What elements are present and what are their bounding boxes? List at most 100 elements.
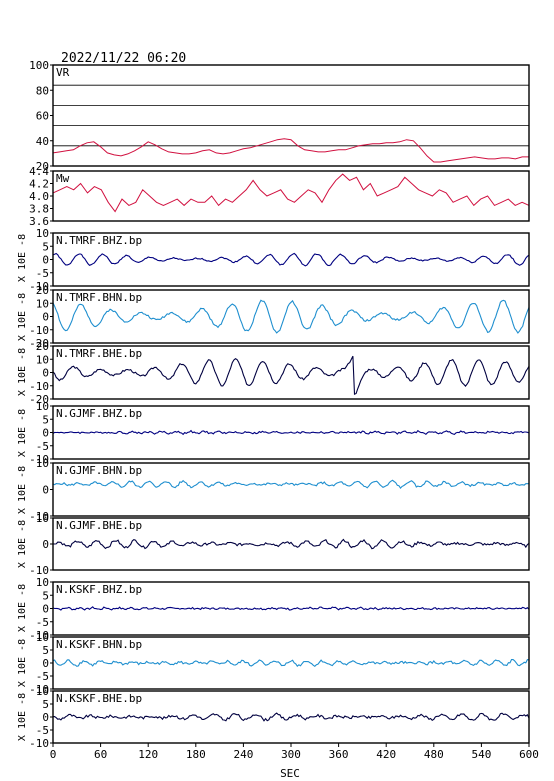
panel-label: N.TMRF.BHE.bp bbox=[56, 347, 142, 360]
series-line bbox=[52, 299, 530, 334]
series-line bbox=[52, 606, 530, 611]
y-tick-label: 3.6 bbox=[29, 215, 49, 228]
y-tick-label: -5 bbox=[36, 440, 49, 453]
series-line bbox=[52, 538, 530, 550]
ylabel-9: X 10E -8 bbox=[17, 693, 28, 741]
y-tick-label: 4.2 bbox=[29, 178, 49, 191]
y-tick-label: 0 bbox=[42, 657, 49, 670]
y-tick-label: 5 bbox=[42, 589, 49, 602]
panel-label: Mw bbox=[56, 172, 70, 185]
y-tick-label: -10 bbox=[29, 324, 49, 337]
x-tick-label: 300 bbox=[281, 748, 301, 761]
panel-label: N.TMRF.BHN.bp bbox=[56, 291, 142, 304]
y-tick-label: 20 bbox=[36, 340, 49, 353]
panel-label: N.GJMF.BHE.bp bbox=[56, 519, 142, 532]
panel-frame bbox=[52, 289, 530, 344]
panel-label: N.TMRF.BHZ.bp bbox=[56, 234, 142, 247]
x-tick-label: 0 bbox=[50, 748, 57, 761]
y-tick-label: 60 bbox=[36, 110, 49, 123]
y-tick-label: 0 bbox=[42, 367, 49, 380]
panel-frame bbox=[52, 232, 530, 287]
panel-label: N.KSKF.BHE.bp bbox=[56, 692, 142, 705]
ylabel-3: X 10E -8 bbox=[17, 348, 28, 396]
y-tick-label: 20 bbox=[36, 284, 49, 297]
ylabel-7: X 10E -8 bbox=[17, 584, 28, 632]
x-tick-label: 240 bbox=[233, 748, 253, 761]
panel-1: 4.44.24.03.83.6 Mw bbox=[29, 165, 530, 228]
panel-0: 100 80 60 40 20 VR bbox=[29, 59, 530, 173]
x-axis-label: SEC bbox=[280, 767, 300, 780]
y-tick-label: 10 bbox=[36, 576, 49, 589]
y-tick-label: 40 bbox=[36, 135, 49, 148]
series-line bbox=[52, 658, 530, 668]
y-tick-label: 10 bbox=[36, 297, 49, 310]
y-tick-label: 5 bbox=[42, 698, 49, 711]
panel-frame bbox=[52, 462, 530, 517]
y-tick-label: 0 bbox=[42, 538, 49, 551]
y-tick-label: -5 bbox=[36, 616, 49, 629]
y-tick-label: 10 bbox=[36, 227, 49, 240]
ylabel-2: X 10E -8 bbox=[17, 293, 28, 341]
series-line bbox=[52, 355, 530, 396]
y-tick-label: 5 bbox=[42, 413, 49, 426]
panel-6: 10 0 -10 N.GJMF.BHN.bp bbox=[29, 457, 530, 523]
series-line bbox=[52, 712, 530, 722]
series-line bbox=[52, 138, 529, 163]
panel-frame bbox=[52, 64, 530, 167]
ylabel-8: X 10E -8 bbox=[17, 639, 28, 687]
y-tick-label: 20 bbox=[36, 160, 49, 173]
panel-label: N.GJMF.BHZ.bp bbox=[56, 407, 142, 420]
panel-label: N.KSKF.BHZ.bp bbox=[56, 583, 142, 596]
y-tick-label: 3.8 bbox=[29, 203, 49, 216]
panel-frame bbox=[52, 345, 530, 400]
series-line bbox=[52, 479, 529, 489]
y-tick-label: -5 bbox=[36, 724, 49, 737]
y-tick-label: 5 bbox=[42, 240, 49, 253]
x-tick-label: 480 bbox=[424, 748, 444, 761]
y-tick-label: 10 bbox=[36, 353, 49, 366]
header-datetime: 2022/11/22 06:20 bbox=[61, 51, 186, 66]
ylabel-4: X 10E -8 bbox=[17, 409, 28, 457]
panel-frame bbox=[52, 170, 530, 222]
y-tick-label: -10 bbox=[29, 510, 49, 523]
y-tick-label: 10 bbox=[36, 631, 49, 644]
y-tick-label: 4.4 bbox=[29, 165, 49, 178]
y-tick-label: 0 bbox=[42, 427, 49, 440]
panel-label: N.KSKF.BHN.bp bbox=[56, 638, 142, 651]
y-tick-label: -10 bbox=[29, 280, 49, 293]
y-tick-label: -20 bbox=[29, 393, 49, 406]
x-tick-label: 540 bbox=[471, 748, 491, 761]
panels: 10080604020VR4.44.24.03.83.6Mw1050-5-10N… bbox=[17, 59, 530, 750]
y-tick-label: 80 bbox=[36, 84, 49, 97]
x-axis: 0 60 120 180 240 300 360 420 480 540 600 bbox=[50, 743, 539, 761]
series-line bbox=[52, 173, 530, 213]
x-tick-label: 600 bbox=[519, 748, 539, 761]
y-tick-label: 10 bbox=[36, 457, 49, 470]
ylabel-6: X 10E -8 bbox=[17, 520, 28, 568]
ylabel-5: X 10E -8 bbox=[17, 466, 28, 514]
panel-7: 10 0 -10 N.GJMF.BHE.bp bbox=[29, 512, 530, 577]
ylabel-1: X 10E -8 bbox=[17, 234, 28, 282]
panel-frame bbox=[52, 636, 530, 690]
y-tick-label: -10 bbox=[29, 737, 49, 750]
y-tick-label: -10 bbox=[29, 453, 49, 466]
y-tick-label: 10 bbox=[36, 400, 49, 413]
y-tick-label: 0 bbox=[42, 603, 49, 616]
y-tick-label: -10 bbox=[29, 564, 49, 577]
x-tick-label: 60 bbox=[94, 748, 107, 761]
y-tick-label: -5 bbox=[36, 267, 49, 280]
panel-label: N.GJMF.BHN.bp bbox=[56, 464, 142, 477]
y-tick-label: 0 bbox=[42, 254, 49, 267]
panel-frame bbox=[52, 517, 530, 571]
y-tick-label: 0 bbox=[42, 311, 49, 324]
y-tick-label: 10 bbox=[36, 512, 49, 525]
y-tick-label: 4.0 bbox=[29, 190, 49, 203]
